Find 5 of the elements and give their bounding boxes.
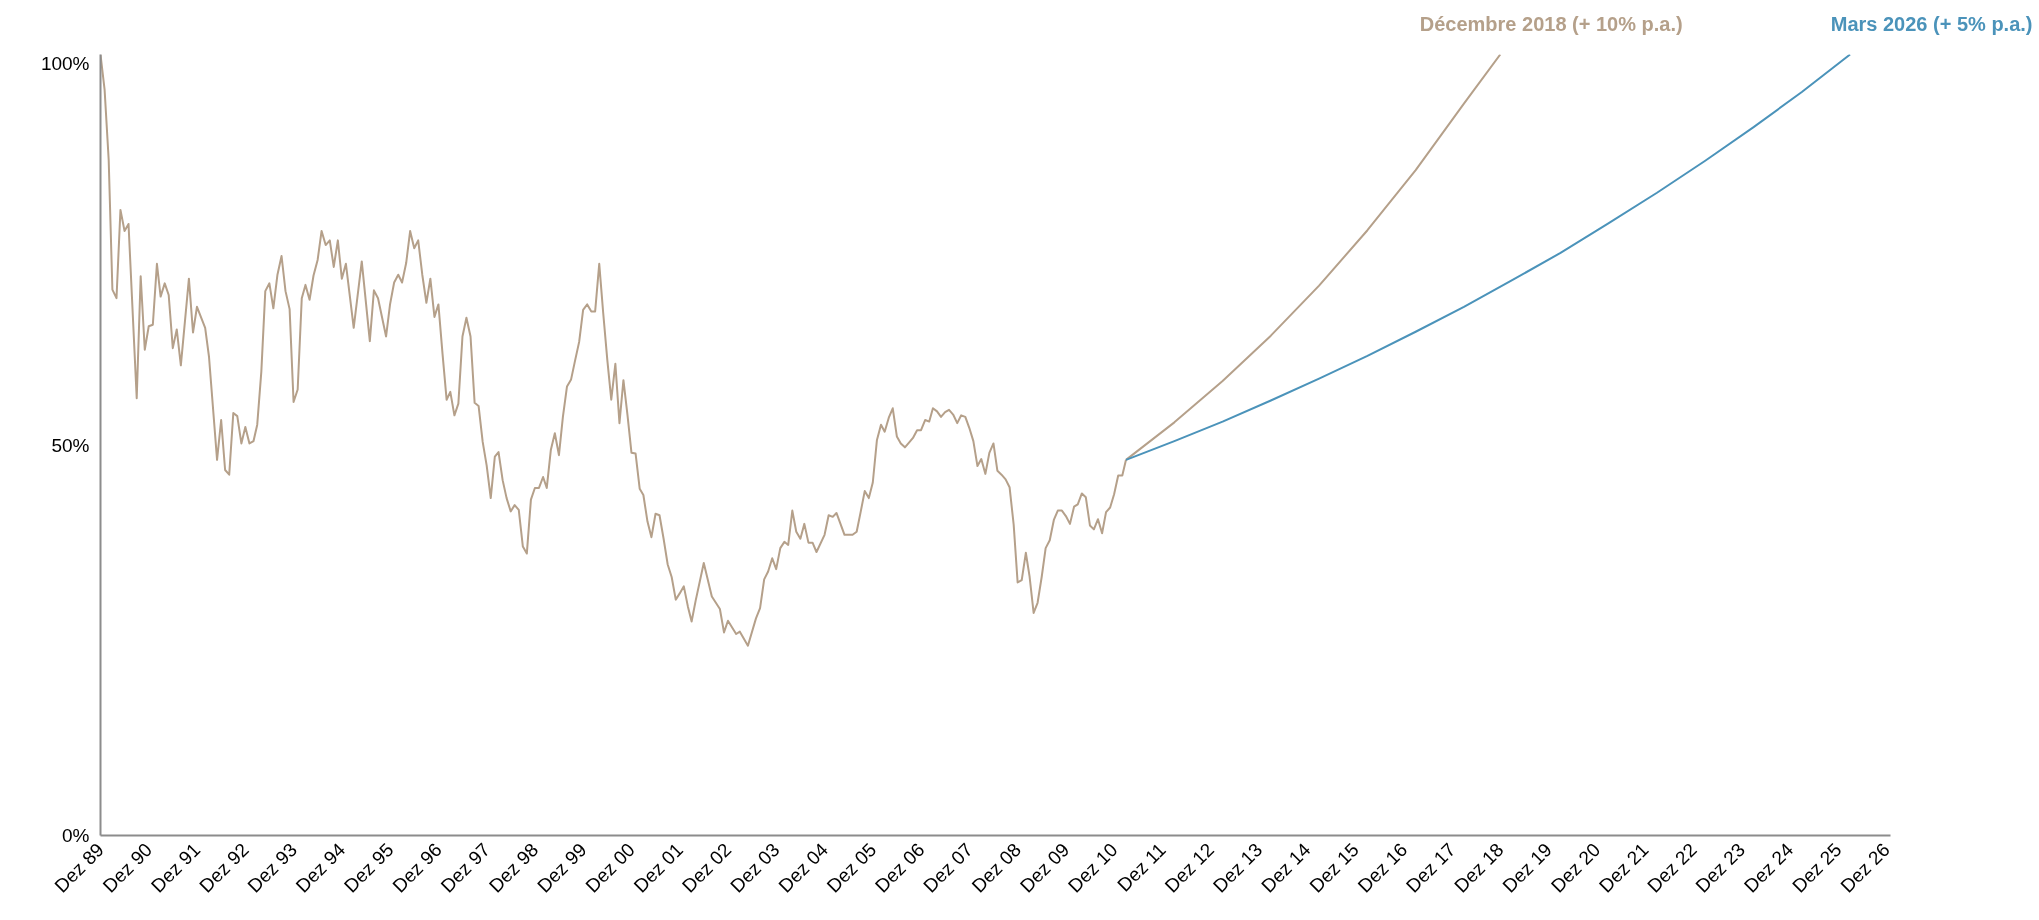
text: Décembre 2018 (+ 10% p.a.): [1419, 12, 1683, 35]
y-tick-label: 100%: [40, 52, 90, 74]
series-label: Mars 2026 (+ 5% p.a.): [1830, 12, 2033, 35]
y-tick-label: 50%: [51, 434, 90, 456]
y-tick-label: 0%: [62, 825, 90, 846]
